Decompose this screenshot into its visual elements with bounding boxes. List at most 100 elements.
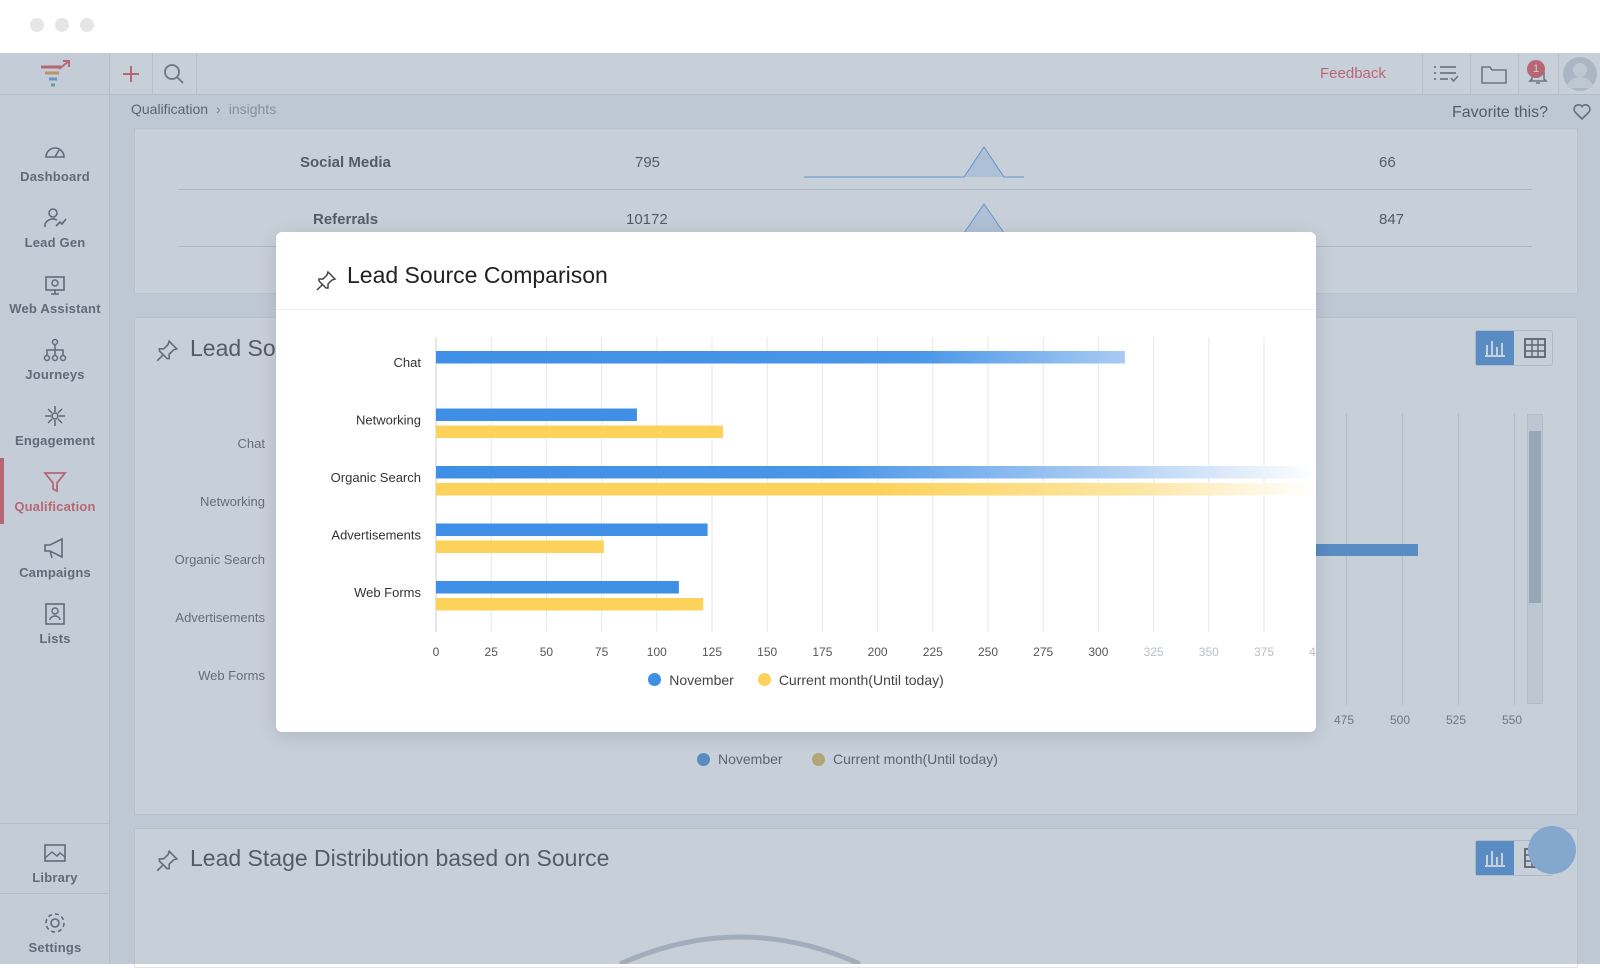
chat-launcher-button[interactable] [1528, 826, 1576, 874]
category-label: Advertisements [331, 528, 421, 543]
pin-icon[interactable] [154, 848, 180, 874]
window-minimize-button[interactable] [55, 18, 69, 32]
x-tick-label: 175 [812, 645, 832, 659]
background-chart-arc [618, 934, 862, 964]
avatar[interactable] [1560, 53, 1600, 95]
x-tick-label: 550 [1502, 713, 1523, 727]
x-tick-label: 400 [1309, 645, 1316, 659]
pin-icon[interactable] [314, 269, 338, 293]
bar-current-month-until-today--web-forms [436, 598, 704, 611]
files-button[interactable] [1470, 53, 1518, 95]
x-tick-label: 75 [595, 645, 609, 659]
journeys-icon [43, 338, 67, 361]
x-tick-label: 500 [1390, 713, 1411, 727]
user-avatar-icon [1563, 57, 1597, 91]
lead-source-bar-chart: 0 25 50 75 100 125 150 175 200 225 250 275 300 325 350… [331, 337, 1316, 659]
folder-icon [1481, 66, 1507, 84]
sidebar-item-lists[interactable]: Lists [0, 590, 110, 656]
background-legend-item[interactable]: November [697, 751, 783, 767]
sidebar-item-label: Library [32, 869, 78, 885]
plus-icon [123, 66, 139, 82]
add-button[interactable] [110, 53, 152, 95]
x-tick-label: 250 [978, 645, 998, 659]
feedback-link[interactable]: Feedback [1320, 65, 1386, 82]
table-view-icon[interactable] [1516, 331, 1554, 365]
gauge-icon [45, 146, 65, 158]
image-icon [44, 843, 66, 862]
search-button[interactable] [152, 53, 196, 95]
category-label: Web Forms [354, 585, 421, 600]
window-close-button[interactable] [30, 18, 44, 32]
table-cell-source: Social Media [300, 154, 391, 171]
sidebar-item-library[interactable]: Library [0, 829, 110, 895]
category-label: Advertisements [175, 610, 265, 625]
sidebar-item-qualification[interactable]: Qualification [0, 458, 110, 524]
table-cell-count: 10172 [626, 211, 668, 228]
logo[interactable] [0, 53, 110, 95]
sidebar-item-lead-gen[interactable]: Lead Gen [0, 194, 110, 260]
legend-item-november[interactable]: November [648, 672, 734, 688]
window-titlebar [0, 0, 1600, 53]
sidebar-item-settings[interactable]: Settings [0, 899, 110, 965]
legend-label: Current month(Until today) [778, 672, 944, 688]
bar-chart-icon [1485, 341, 1505, 357]
breadcrumb-separator: › [216, 101, 221, 117]
sidebar-item-label: Qualification [14, 498, 96, 514]
sidebar-item-label: Lists [39, 630, 71, 646]
legend-label: November [718, 751, 783, 767]
tasks-button[interactable] [1422, 53, 1470, 95]
pin-icon[interactable] [154, 338, 180, 364]
chart-legend: November Current month(Until today) [276, 672, 1316, 688]
sidebar: Dashboard Lead Gen Web Assistant Journeys En… [0, 53, 110, 964]
stage-distribution-card [134, 828, 1578, 968]
sidebar-item-engagement[interactable]: Engagement [0, 392, 110, 458]
bar-november-organic-search [436, 466, 1316, 479]
category-label: Networking [356, 413, 421, 428]
legend-item-current-month[interactable]: Current month(Until today) [757, 672, 944, 688]
megaphone-icon [44, 537, 63, 558]
breadcrumb-parent[interactable]: Qualification [131, 101, 209, 117]
sidebar-item-label: Web Assistant [9, 300, 101, 316]
bar-november-web-forms [436, 581, 679, 594]
x-tick-label: 275 [1033, 645, 1053, 659]
legend-label: Current month(Until today) [833, 751, 998, 767]
sidebar-item-label: Engagement [14, 432, 95, 448]
sidebar-item-label: Campaigns [19, 564, 91, 580]
category-label: Chat [394, 355, 422, 370]
task-list-icon [1434, 66, 1459, 83]
bar-november-chat [436, 351, 1125, 364]
gear-icon [45, 912, 65, 933]
app-logo-icon [41, 59, 70, 86]
window-zoom-button[interactable] [80, 18, 94, 32]
sidebar-item-journeys[interactable]: Journeys [0, 326, 110, 392]
x-tick-label: 325 [1144, 645, 1164, 659]
sidebar-item-dashboard[interactable]: Dashboard [0, 128, 110, 194]
background-legend-item[interactable]: Current month(Until today) [812, 751, 998, 767]
x-tick-label: 525 [1446, 713, 1467, 727]
sidebar-item-label: Settings [28, 939, 82, 955]
chart-view-button[interactable] [1476, 331, 1514, 365]
sidebar-item-campaigns[interactable]: Campaigns [0, 524, 110, 590]
notification-badge: 1 [1527, 60, 1545, 78]
bar-november-networking [436, 408, 637, 421]
engagement-icon [45, 405, 65, 426]
x-tick-label: 200 [868, 645, 888, 659]
x-tick-label: 150 [757, 645, 777, 659]
x-tick-label: 25 [485, 645, 499, 659]
sidebar-item-label: Dashboard [20, 168, 90, 184]
card-title: Lead So [190, 335, 276, 361]
sidebar-divider [0, 823, 110, 824]
lead-source-comparison-modal: Lead Source Comparison 0 25 50 75 100 125 150 1… [276, 232, 1316, 732]
breadcrumb-current: insights [228, 101, 277, 117]
chart-scrollbar[interactable] [1527, 414, 1543, 704]
bar-november-advertisements [436, 523, 708, 536]
x-tick-label: 225 [923, 645, 943, 659]
x-tick-label: 0 [433, 645, 440, 659]
table-cell-value: 66 [1379, 154, 1396, 171]
chart-view-button[interactable] [1476, 841, 1514, 875]
sidebar-item-web-assistant[interactable]: Web Assistant [0, 260, 110, 326]
scrollbar-thumb[interactable] [1529, 431, 1541, 603]
sidebar-item-label: Journeys [25, 366, 85, 382]
modal-title: Lead Source Comparison [347, 262, 608, 288]
heart-icon[interactable] [1572, 102, 1592, 122]
